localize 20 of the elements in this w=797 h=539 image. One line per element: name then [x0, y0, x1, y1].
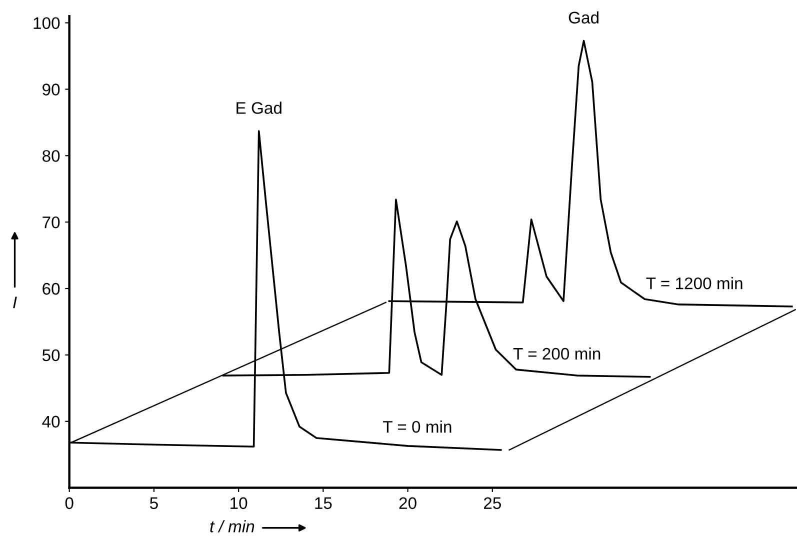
x-tick-label: 25	[484, 497, 501, 510]
y-tick-label: 60	[42, 282, 60, 295]
x-tick-label: 20	[399, 497, 416, 510]
series-label: T = 0 min	[382, 420, 452, 433]
annotation: Gad	[568, 11, 598, 24]
x-axis-title: t / min	[210, 520, 254, 532]
y-tick-label: 100	[34, 17, 60, 30]
y-tick-label: 50	[42, 349, 60, 362]
y-tick-label: 80	[42, 150, 60, 162]
x-tick-label: 10	[230, 497, 248, 510]
x-tick-label: 0	[65, 497, 74, 510]
y-tick-label: 40	[42, 416, 60, 428]
y-axis-title: I	[13, 296, 17, 308]
series-label: T = 200 min	[513, 347, 600, 360]
series-label: T = 1200 min	[646, 277, 742, 290]
annotation: E Gad	[236, 102, 282, 114]
x-tick-label: 5	[150, 497, 158, 510]
y-tick-label: 90	[42, 84, 60, 96]
y-tick-label: 70	[42, 216, 60, 228]
x-tick-label: 15	[315, 497, 332, 510]
